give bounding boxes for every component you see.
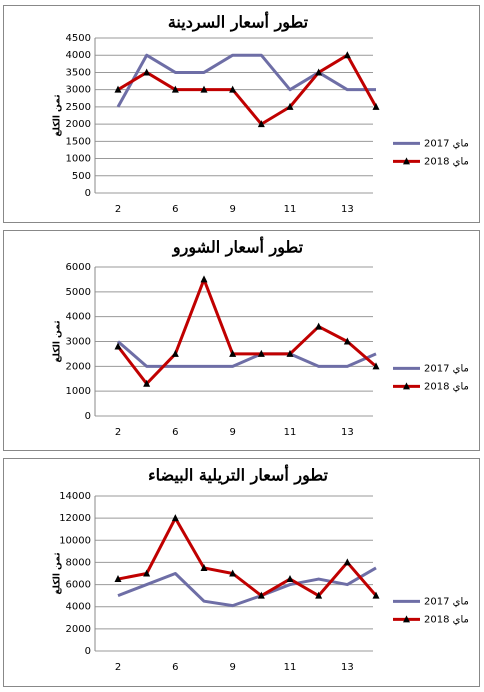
legend-marker [403, 615, 410, 623]
y-tick-label: 14000 [59, 491, 91, 502]
data-point [229, 85, 237, 93]
data-point [171, 514, 179, 522]
series-line [117, 53, 378, 126]
x-tick-label: 11 [284, 662, 297, 673]
series-line [116, 277, 377, 386]
y-axis-label: ثمن الكلغ [53, 320, 63, 362]
data-point [286, 575, 294, 583]
chart: تطور أسعار السردينة 0 500 1000 1500 2000 2500 3… [3, 5, 480, 223]
data-point [343, 51, 351, 59]
y-tick-label: 4500 [66, 33, 91, 44]
data-point [286, 349, 294, 357]
x-tick-label: 13 [341, 204, 354, 215]
data-point [229, 349, 237, 357]
data-point [257, 120, 265, 128]
legend-label: ماي 2017 [424, 363, 469, 374]
legend-label: ماي 2018 [424, 381, 469, 392]
x-tick-label: 9 [229, 662, 235, 673]
legend-label: ماي 2018 [424, 156, 469, 167]
data-point [315, 68, 323, 76]
y-tick-label: 3500 [66, 67, 91, 78]
data-point [257, 591, 265, 599]
x-tick-label: 6 [172, 662, 178, 673]
data-point [143, 379, 151, 387]
series-line [117, 340, 377, 368]
data-point [200, 85, 208, 93]
y-axis-label: ثمن الكلغ [53, 552, 63, 594]
data-point [171, 85, 179, 93]
x-tick-label: 11 [284, 204, 297, 215]
data-point [315, 322, 323, 330]
data-point [171, 349, 179, 357]
x-tick-label: 6 [172, 204, 178, 215]
y-tick-label: 1000 [66, 154, 91, 165]
data-point [114, 342, 122, 350]
y-tick-label: 3000 [66, 337, 91, 348]
data-point [114, 575, 122, 583]
series-line [117, 516, 378, 598]
data-point [143, 569, 151, 577]
data-point [343, 558, 351, 566]
data-point [200, 275, 208, 283]
legend-label: ماي 2017 [424, 138, 469, 149]
chart: تطور أسعار التريلية البيضاء 0 2000 4000 6000… [3, 458, 480, 687]
x-tick-label: 2 [115, 427, 121, 438]
data-point [372, 362, 380, 370]
y-tick-label: 2000 [66, 119, 91, 130]
y-tick-label: 8000 [66, 557, 91, 568]
x-tick-label: 9 [229, 204, 235, 215]
y-tick-label: 2000 [66, 361, 91, 372]
x-tick-label: 11 [284, 427, 297, 438]
data-point [114, 85, 122, 93]
chart-title: تطور أسعار الشورو [172, 236, 304, 258]
data-point [372, 102, 380, 110]
chart-title: تطور أسعار السردينة [168, 11, 309, 33]
x-tick-label: 13 [341, 662, 354, 673]
y-tick-label: 10000 [59, 535, 91, 546]
y-tick-label: 0 [85, 411, 91, 422]
y-tick-label: 1500 [66, 136, 91, 147]
legend-label: ماي 2017 [424, 596, 469, 607]
y-tick-label: 4000 [66, 312, 91, 323]
data-point [257, 349, 265, 357]
series-line [117, 566, 377, 608]
chart-title: تطور أسعار التريلية البيضاء [148, 464, 328, 486]
y-tick-label: 0 [85, 188, 91, 199]
x-tick-label: 2 [115, 204, 121, 215]
y-tick-label: 500 [72, 171, 91, 182]
chart: تطور أسعار الشورو 0 1000 2000 3000 4000 5000 60… [3, 230, 480, 451]
y-tick-label: 1000 [66, 386, 91, 397]
data-point [372, 591, 380, 599]
x-tick-label: 13 [341, 427, 354, 438]
y-tick-label: 2500 [66, 102, 91, 113]
y-tick-label: 2000 [66, 624, 91, 635]
legend-marker [403, 382, 410, 390]
data-point [200, 563, 208, 571]
data-point [315, 591, 323, 599]
x-tick-label: 6 [172, 427, 178, 438]
data-point [143, 68, 151, 76]
chart-frame [3, 5, 480, 223]
legend-marker [403, 157, 410, 165]
y-tick-label: 3000 [66, 85, 91, 96]
x-tick-label: 9 [229, 427, 235, 438]
y-tick-label: 6000 [66, 580, 91, 591]
data-point [229, 569, 237, 577]
y-tick-label: 6000 [66, 262, 91, 273]
legend-label: ماي 2018 [424, 614, 469, 625]
y-tick-label: 4000 [66, 50, 91, 61]
data-point [343, 337, 351, 345]
y-tick-label: 4000 [66, 602, 91, 613]
data-point [286, 102, 294, 110]
y-tick-label: 0 [85, 646, 91, 657]
series-line [116, 53, 376, 108]
y-axis-label: ثمن الكلغ [53, 94, 63, 136]
y-tick-label: 5000 [66, 287, 91, 298]
y-tick-label: 12000 [59, 513, 91, 524]
x-tick-label: 2 [115, 662, 121, 673]
